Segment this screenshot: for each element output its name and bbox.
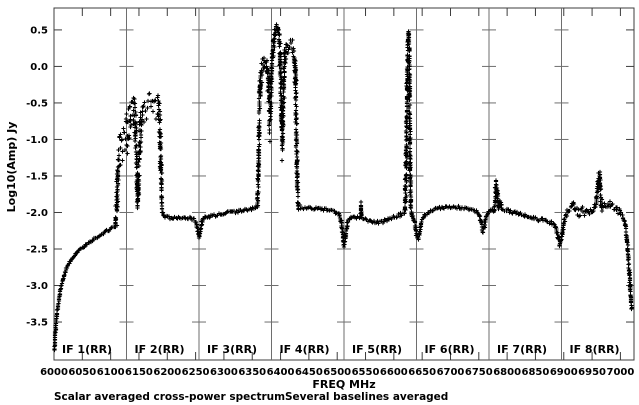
x-tick-label: 6100 (97, 367, 125, 378)
x-tick-label: 6750 (465, 367, 493, 378)
y-tick-label: -2.0 (26, 208, 48, 219)
x-tick-label: 6350 (238, 367, 266, 378)
y-tick-label: -1.5 (26, 171, 48, 182)
x-tick-label: 6400 (267, 367, 295, 378)
y-tick-label: 0.0 (30, 62, 48, 73)
if-panel-label: IF 3(RR) (207, 343, 257, 356)
if-panel-label: IF 1(RR) (62, 343, 112, 356)
if-panel-label: IF 8(RR) (570, 343, 620, 356)
y-tick-label: 0.5 (30, 25, 48, 36)
x-tick-label: 6900 (550, 367, 578, 378)
if-panel-label: IF 4(RR) (280, 343, 330, 356)
if-panel-label: IF 6(RR) (425, 343, 475, 356)
y-axis-title: Log10(Amp) Jy (5, 122, 18, 213)
x-tick-label: 6800 (493, 367, 521, 378)
x-tick-label: 6950 (578, 367, 606, 378)
x-tick-label: 6650 (408, 367, 436, 378)
y-tick-label: -3.5 (26, 318, 48, 329)
x-tick-label: 6000 (40, 367, 68, 378)
caption-left: Scalar averaged cross-power spectrum (54, 391, 285, 403)
data-markers (52, 22, 635, 353)
x-tick-label: 6250 (182, 367, 210, 378)
if-panel-label: IF 5(RR) (352, 343, 402, 356)
y-tick-label: -2.5 (26, 244, 48, 255)
x-tick-label: 6200 (153, 367, 181, 378)
x-tick-label: 7000 (606, 367, 634, 378)
if-panel-label: IF 7(RR) (497, 343, 547, 356)
x-tick-label: 6500 (323, 367, 351, 378)
x-tick-label: 6700 (437, 367, 465, 378)
x-tick-label: 6050 (68, 367, 96, 378)
x-tick-label: 6150 (125, 367, 153, 378)
y-tick-label: -3.0 (26, 281, 48, 292)
x-tick-label: 6450 (295, 367, 323, 378)
x-tick-label: 6850 (522, 367, 550, 378)
if-panel-label: IF 2(RR) (135, 343, 185, 356)
caption-right: Several baselines averaged (285, 391, 448, 403)
x-axis-title: FREQ MHz (312, 378, 375, 391)
x-tick-label: 6600 (380, 367, 408, 378)
y-tick-label: -0.5 (26, 98, 48, 109)
y-tick-label: -1.0 (26, 135, 48, 146)
x-tick-label: 6300 (210, 367, 238, 378)
x-tick-label: 6550 (352, 367, 380, 378)
